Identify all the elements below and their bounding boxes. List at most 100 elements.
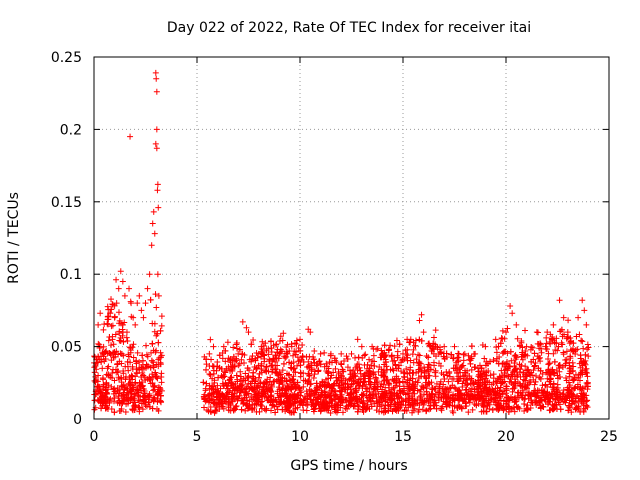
data-point [507,303,514,310]
data-point [412,343,419,350]
data-point [468,366,475,373]
data-point [95,340,102,347]
data-point [546,360,553,367]
data-point [95,372,102,379]
data-point [150,208,157,215]
data-point [246,404,253,411]
data-point [346,401,353,408]
data-point [299,342,306,349]
data-point [562,360,569,367]
data-point [427,366,434,373]
data-point [420,384,427,391]
data-point [401,407,408,414]
data-point [98,405,105,412]
data-point [481,355,488,362]
data-point [227,356,234,363]
data-point [565,317,572,324]
data-point [118,350,125,357]
data-point [524,407,531,414]
data-point [306,391,313,398]
data-point [322,381,329,388]
data-point [385,346,392,353]
data-point [460,357,467,364]
data-point [520,376,527,383]
data-point [562,356,569,363]
data-point [107,310,114,317]
data-point [378,372,385,379]
data-point [147,364,154,371]
data-point [415,375,422,382]
data-point [382,373,389,380]
data-point [101,358,108,365]
data-point [391,401,398,408]
data-point [528,397,535,404]
data-point [505,408,512,415]
data-point [242,389,249,396]
data-point [366,365,373,372]
data-point [125,353,132,360]
data-point [317,361,324,368]
data-point [120,370,127,377]
data-point [307,329,314,336]
data-point [551,405,558,412]
data-point [263,405,270,412]
data-point [501,370,508,377]
data-point [469,406,476,413]
data-point [122,408,129,415]
data-point [579,338,586,345]
data-point [409,402,416,409]
data-point [108,342,115,349]
data-point [206,350,213,357]
data-point [574,383,581,390]
data-point [158,313,165,320]
data-point [451,343,458,350]
data-point [111,388,118,395]
data-point [347,371,354,378]
data-point [150,383,157,390]
data-point [383,389,390,396]
data-point [154,405,161,412]
data-point [472,350,479,357]
data-point [311,348,318,355]
data-point [505,363,512,370]
data-point [347,397,354,404]
data-point [460,351,467,358]
data-point [305,370,312,377]
data-point [116,330,123,337]
data-point [547,372,554,379]
data-point [338,350,345,357]
data-point [321,349,328,356]
data-point [128,388,135,395]
data-point [249,353,256,360]
data-point [230,393,237,400]
data-point [538,349,545,356]
data-point [268,407,275,414]
data-point [113,276,120,283]
data-point [248,358,255,365]
data-point [273,341,280,348]
data-point [227,374,234,381]
data-point [379,350,386,357]
data-point [404,336,411,343]
data-point [535,355,542,362]
data-point [218,366,225,373]
data-point [146,271,153,278]
data-point [569,367,576,374]
data-point [392,362,399,369]
data-point [411,390,418,397]
data-point [561,331,568,338]
data-point [399,378,406,385]
data-point [444,372,451,379]
data-point [119,332,126,339]
data-point [111,409,118,416]
data-point [396,341,403,348]
data-point [108,323,115,330]
data-point [266,386,273,393]
data-point [357,367,364,374]
data-point [400,383,407,390]
data-point [258,362,265,369]
data-point [363,405,370,412]
data-point [94,359,101,366]
data-point [117,268,124,275]
data-point [144,285,151,292]
